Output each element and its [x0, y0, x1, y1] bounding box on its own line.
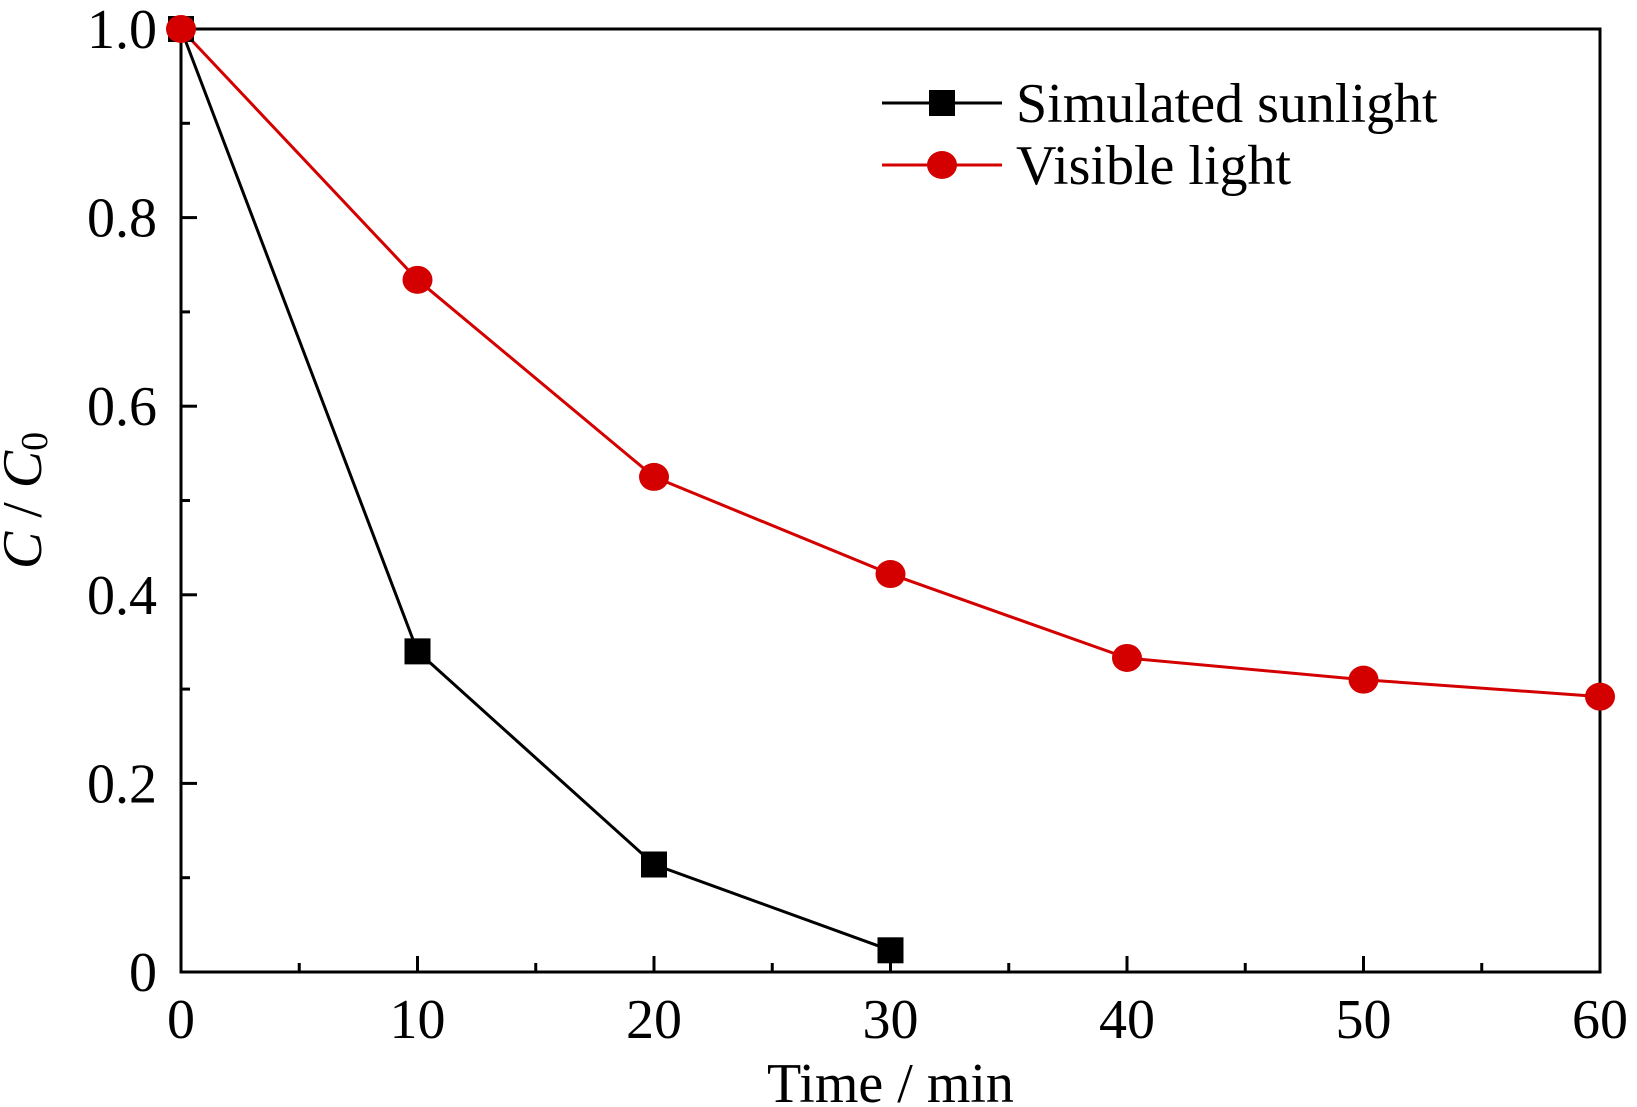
axis-ticks: [179, 27, 1602, 974]
x-tick-label: 60: [1572, 989, 1628, 1051]
data-point-square: [877, 937, 904, 964]
y-axis-title-numerator: C: [0, 531, 54, 569]
x-tick-label: 30: [863, 989, 919, 1051]
data-point-circle: [1585, 682, 1615, 711]
data-point-circle: [1348, 665, 1379, 694]
legend-label: Simulated sunlight: [1016, 73, 1438, 135]
y-axis-title-subscript: 0: [14, 432, 56, 451]
series-lines: [179, 27, 1601, 952]
x-tick-label: 20: [626, 989, 682, 1051]
tick-labels: 0 10 20 30 40 50 60 0 0.2 0.4 0.6 0.8 1.0: [87, 0, 1628, 1051]
y-tick-label: 0: [129, 942, 157, 1004]
x-axis-title: Time / min: [767, 1053, 1014, 1107]
legend-marker-square: [929, 90, 955, 116]
data-point-circle: [639, 462, 669, 491]
x-tick-label: 50: [1336, 989, 1392, 1051]
x-tick-label: 40: [1099, 989, 1155, 1051]
data-point-circle: [1112, 643, 1142, 672]
y-tick-label: 0.8: [87, 188, 157, 250]
data-point-square: [404, 638, 431, 665]
plot-frame: [179, 27, 1602, 974]
y-tick-label: 0.6: [87, 376, 157, 438]
legend-marker-circle: [927, 151, 957, 179]
y-axis-title: C / C0: [0, 432, 56, 569]
x-tick-label: 10: [390, 989, 446, 1051]
data-point-circle: [402, 265, 433, 294]
x-tick-label: 0: [167, 989, 195, 1051]
legend-label: Visible light: [1016, 135, 1292, 197]
series-line-simulated-sunlight: [179, 28, 892, 952]
y-axis-title-denominator: C: [0, 450, 54, 488]
y-axis-title-separator: /: [0, 488, 54, 532]
data-point-square: [641, 851, 667, 878]
y-tick-label: 0.2: [87, 753, 157, 815]
data-point-circle: [875, 560, 906, 589]
series-markers: [166, 15, 1615, 964]
y-tick-label: 1.0: [87, 0, 157, 61]
y-tick-label: 0.4: [87, 565, 157, 627]
data-point-circle: [166, 15, 196, 43]
